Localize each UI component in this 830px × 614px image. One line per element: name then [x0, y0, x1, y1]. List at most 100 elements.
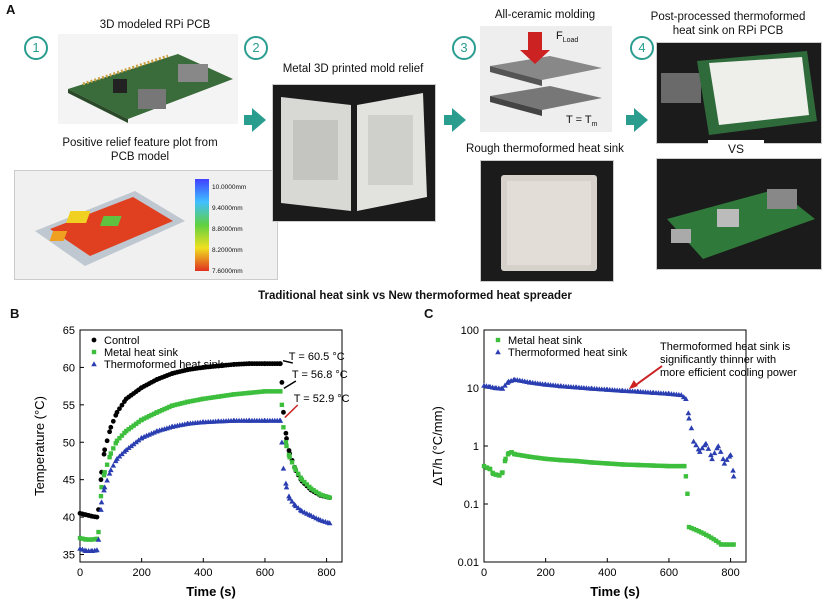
data-point: [721, 542, 727, 547]
figure-title: Traditional heat sink vs New thermoforme…: [258, 290, 572, 302]
temperature-label: T = Tm: [566, 114, 597, 128]
data-point: [566, 458, 571, 463]
data-point: [101, 451, 107, 457]
data-point: [579, 459, 584, 464]
data-point: [244, 390, 249, 396]
force-symbol: F: [556, 30, 563, 42]
data-point: [711, 536, 716, 542]
data-point: [106, 470, 113, 476]
data-point: [133, 421, 139, 427]
data-point: [213, 394, 218, 400]
data-point: [640, 462, 646, 468]
data-point: [302, 479, 307, 485]
data-point: [713, 538, 719, 543]
x-tick-label: 200: [536, 567, 554, 579]
data-point: [558, 457, 564, 463]
data-point: [193, 398, 198, 403]
data-point: [159, 407, 165, 413]
data-point: [283, 480, 289, 486]
data-point: [128, 425, 134, 430]
data-point: [265, 389, 270, 394]
data-point: [252, 390, 257, 395]
data-point: [119, 433, 125, 438]
data-point: [703, 440, 709, 446]
data-point: [102, 447, 108, 453]
data-point: [522, 453, 527, 459]
data-point: [586, 459, 591, 465]
data-point: [113, 441, 118, 446]
data-point: [292, 465, 297, 470]
data-point: [110, 462, 117, 468]
data-point: [311, 488, 316, 493]
x-tick-label: 0: [481, 567, 487, 579]
y-tick-label: 60: [63, 362, 75, 374]
y-tick-label: 65: [63, 325, 75, 337]
data-point: [625, 462, 630, 467]
data-point: [706, 534, 711, 539]
data-point: [500, 470, 505, 475]
data-point: [540, 456, 545, 461]
data-point: [119, 402, 125, 408]
data-point: [607, 461, 612, 466]
data-point: [517, 452, 522, 458]
y-tick-label: 100: [461, 325, 479, 337]
data-point: [195, 397, 200, 403]
data-point: [520, 453, 525, 458]
data-point: [715, 443, 722, 449]
data-point: [201, 396, 206, 402]
data-point: [86, 537, 91, 542]
data-point: [107, 455, 112, 460]
post-processed-drawing: [661, 51, 817, 135]
data-point: [484, 465, 490, 471]
x-axis-label: Time (s): [186, 584, 236, 599]
data-point: [320, 493, 326, 498]
data-point: [502, 382, 508, 388]
data-point: [730, 473, 737, 479]
data-point: [627, 462, 633, 467]
data-point: [491, 471, 496, 477]
legend-marker: [91, 349, 97, 355]
force-subscript: Load: [562, 37, 579, 45]
x-tick-label: 400: [598, 567, 616, 579]
data-point: [286, 452, 292, 458]
y-tick-label: 35: [63, 550, 75, 562]
x-tick-label: 400: [194, 567, 212, 579]
data-point: [679, 463, 684, 469]
data-point: [239, 391, 244, 396]
data-point: [218, 394, 224, 399]
data-point: [614, 461, 620, 467]
data-point: [661, 463, 666, 469]
data-point: [114, 409, 120, 415]
data-point: [281, 409, 286, 415]
data-point: [699, 445, 706, 451]
traditional-heatsink-drawing: [667, 189, 815, 259]
data-point: [234, 391, 239, 397]
data-point: [545, 456, 551, 462]
data-point: [289, 498, 295, 504]
data-point: [599, 460, 604, 466]
data-point: [685, 410, 692, 416]
data-point: [563, 458, 569, 463]
data-point: [537, 455, 543, 461]
legend-label: Metal heat sink: [104, 347, 178, 359]
force-label: FLoad: [556, 30, 578, 44]
data-point: [481, 463, 487, 469]
relief-plot-caption: Positive relief feature plot from PCB mo…: [62, 137, 218, 163]
legend-label: Thermoformed heat sink: [508, 347, 628, 359]
data-point: [221, 393, 226, 399]
data-point: [304, 482, 310, 487]
data-point: [162, 406, 167, 412]
data-point: [686, 524, 692, 530]
data-point: [308, 486, 314, 491]
y-tick-label: 0.1: [464, 499, 479, 511]
pcb-model-caption: 3D modeled RPi PCB: [99, 19, 211, 31]
data-point: [198, 397, 203, 402]
data-point: [210, 395, 216, 400]
data-point: [231, 392, 237, 397]
data-point: [678, 392, 685, 398]
data-point: [574, 458, 579, 464]
data-point: [180, 400, 185, 406]
data-point: [720, 456, 726, 462]
data-point: [296, 471, 301, 477]
mold-drawing: [281, 93, 427, 211]
